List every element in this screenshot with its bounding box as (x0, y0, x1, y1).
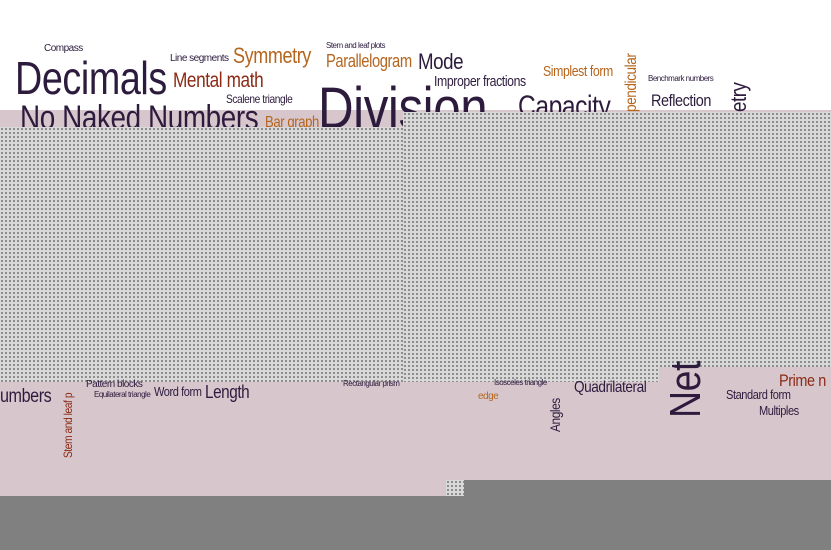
occluded-region-bottom-mid (403, 360, 659, 382)
occluded-patch-small (446, 480, 464, 496)
bottom-panel-right (464, 480, 831, 496)
word-scalene-triangle: Scalene triangle (226, 92, 293, 106)
occluded-region-right (403, 112, 831, 367)
word-angles: Angles (547, 398, 563, 432)
word-benchmark-numbers: Benchmark numbers (648, 74, 714, 83)
word-word-form: Word form (154, 384, 202, 399)
word-compass: Compass (44, 43, 83, 54)
word-isosceles-triangle: Isosceles triangle (494, 378, 547, 387)
word-rectangular-prism: Rectangular prism (343, 379, 400, 388)
word-symmetry: Symmetry (233, 43, 311, 68)
word-simplest-form: Simplest form (543, 63, 613, 80)
word-decimals: Decimals (15, 52, 167, 104)
occluded-region-left (0, 127, 403, 382)
word-pattern-blocks: Pattern blocks (86, 379, 143, 390)
word-equilateral-triangle: Equilateral triangle (94, 390, 151, 399)
word-multiples: Multiples (759, 403, 799, 418)
word-improper-fractions: Improper fractions (434, 73, 526, 90)
word-net: Net (661, 361, 710, 418)
word-length: Length (205, 382, 250, 402)
word-prime: Prime n (779, 371, 826, 390)
word-quadrilateral: Quadrilateral (574, 379, 647, 396)
word-mode: Mode (418, 49, 464, 74)
word-reflection: Reflection (651, 91, 712, 110)
word-edge: edge (478, 391, 499, 402)
word-mental-math: Mental math (173, 69, 264, 92)
word-parallelogram: Parallelogram (326, 51, 412, 71)
word-stem-leaf-side: Stem and leaf p (61, 392, 75, 458)
word-standard-form: Standard form (726, 387, 791, 402)
word-perpendicular: pendicular (623, 53, 640, 112)
word-line-segments: Line segments (170, 53, 229, 64)
word-stem-leaf-top: Stem and leaf plots (326, 41, 385, 50)
bottom-panel (0, 496, 831, 550)
word-bar-graph: Bar graph (265, 114, 319, 131)
word-geometry: etry (726, 82, 751, 112)
word-numbers: umbers (0, 386, 52, 407)
